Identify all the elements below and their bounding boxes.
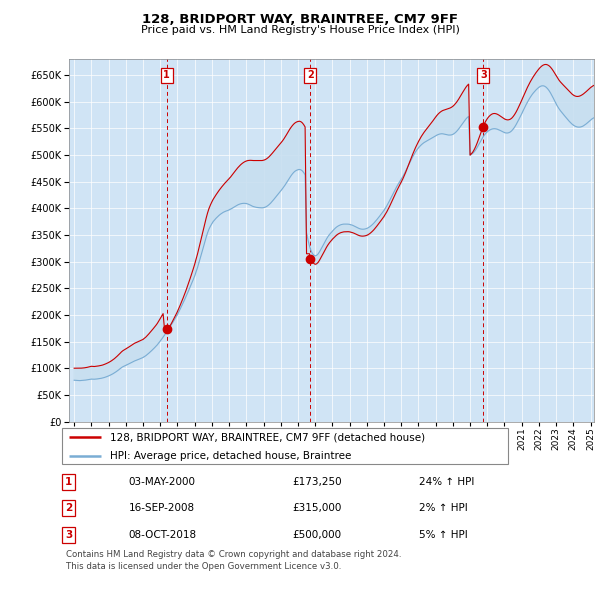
Text: HPI: Average price, detached house, Braintree: HPI: Average price, detached house, Brai… [110, 451, 351, 461]
Text: Price paid vs. HM Land Registry's House Price Index (HPI): Price paid vs. HM Land Registry's House … [140, 25, 460, 35]
Text: 03-MAY-2000: 03-MAY-2000 [128, 477, 196, 487]
Text: 2% ↑ HPI: 2% ↑ HPI [419, 503, 468, 513]
Text: 128, BRIDPORT WAY, BRAINTREE, CM7 9FF (detached house): 128, BRIDPORT WAY, BRAINTREE, CM7 9FF (d… [110, 432, 425, 442]
Text: 5% ↑ HPI: 5% ↑ HPI [419, 530, 468, 540]
Text: 16-SEP-2008: 16-SEP-2008 [128, 503, 195, 513]
Text: 2: 2 [307, 70, 314, 80]
Text: 3: 3 [480, 70, 487, 80]
Text: £500,000: £500,000 [292, 530, 341, 540]
Text: £315,000: £315,000 [292, 503, 341, 513]
Text: Contains HM Land Registry data © Crown copyright and database right 2024.: Contains HM Land Registry data © Crown c… [66, 550, 401, 559]
Text: This data is licensed under the Open Government Licence v3.0.: This data is licensed under the Open Gov… [66, 562, 341, 571]
Text: 1: 1 [65, 477, 73, 487]
Text: 128, BRIDPORT WAY, BRAINTREE, CM7 9FF: 128, BRIDPORT WAY, BRAINTREE, CM7 9FF [142, 13, 458, 26]
Text: 24% ↑ HPI: 24% ↑ HPI [419, 477, 475, 487]
FancyBboxPatch shape [62, 428, 508, 464]
Text: 1: 1 [163, 70, 170, 80]
Text: 08-OCT-2018: 08-OCT-2018 [128, 530, 197, 540]
Text: £173,250: £173,250 [292, 477, 342, 487]
Text: 2: 2 [65, 503, 73, 513]
Text: 3: 3 [65, 530, 73, 540]
